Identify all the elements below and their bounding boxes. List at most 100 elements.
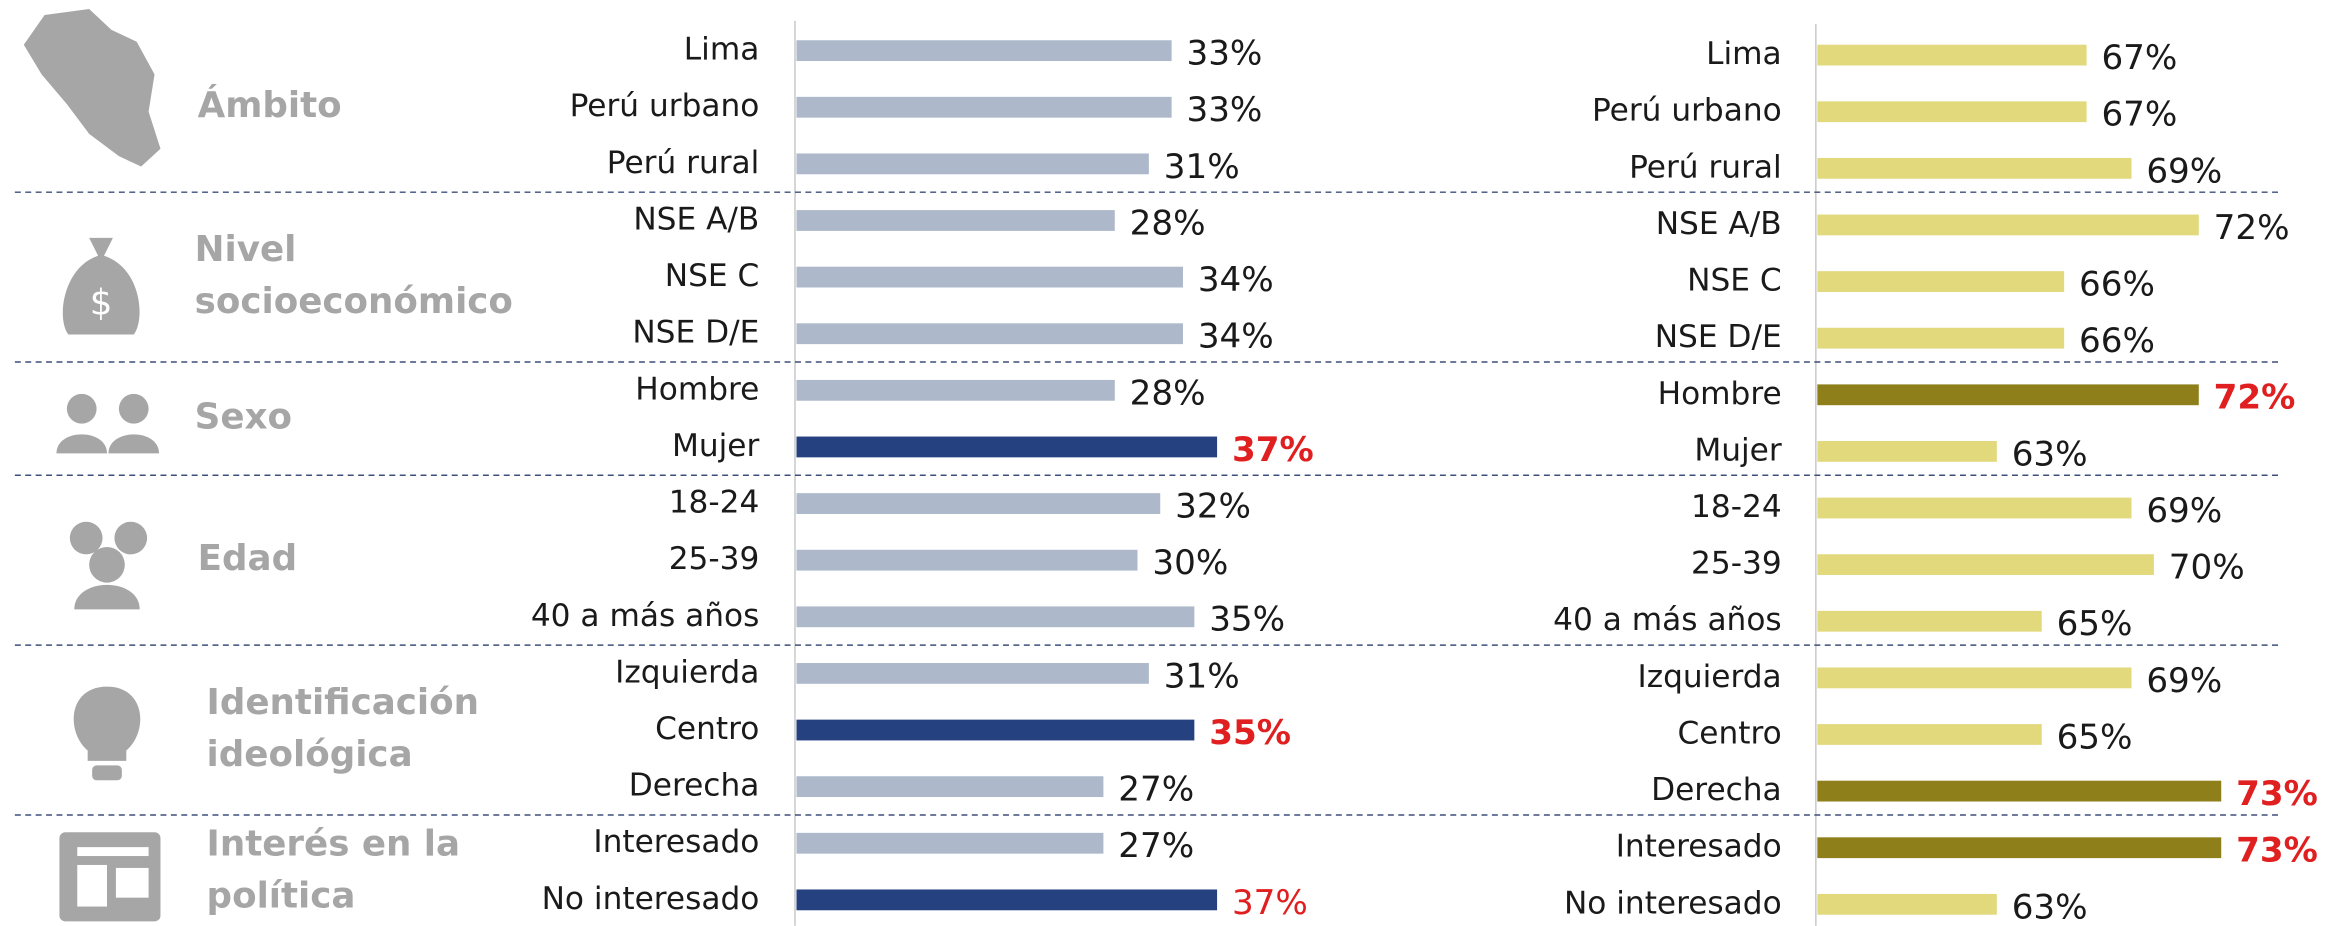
bulb-icon	[73, 686, 141, 761]
group-label: Interés en la	[207, 824, 461, 865]
category-label: Lima	[1706, 36, 1782, 72]
value-label: 37%	[1232, 883, 1308, 923]
category-label: 40 a más años	[1553, 602, 1781, 638]
bar	[796, 493, 1161, 514]
value-label: 31%	[1164, 147, 1240, 187]
bar	[1817, 44, 2087, 66]
bar	[796, 323, 1183, 345]
person-icon	[66, 393, 97, 424]
bar	[1817, 837, 2222, 859]
news-icon	[77, 847, 149, 857]
news-icon	[115, 867, 149, 898]
news-icon	[77, 864, 107, 907]
value-label: 35%	[1209, 600, 1285, 640]
value-label: 70%	[2169, 548, 2245, 588]
category-label: 25-39	[1691, 546, 1782, 582]
value-label: 63%	[2012, 434, 2088, 474]
value-label: 69%	[2146, 491, 2222, 531]
category-label: Interesado	[1616, 829, 1782, 865]
category-label: NSE D/E	[632, 315, 759, 351]
bar	[1817, 780, 2222, 802]
bar	[1817, 610, 2042, 632]
bar	[796, 379, 1115, 401]
bar	[796, 719, 1195, 741]
value-label: 37%	[1232, 430, 1314, 470]
person-icon	[118, 393, 149, 424]
category-label: Izquierda	[615, 654, 759, 690]
category-label: NSE C	[665, 258, 760, 294]
group-label: Ámbito	[198, 84, 342, 126]
value-label: 33%	[1186, 90, 1262, 130]
bar	[1817, 441, 1997, 462]
bar	[1817, 724, 2042, 745]
dollar-sign: $	[90, 283, 113, 324]
value-label: 72%	[2214, 208, 2290, 248]
category-label: Mujer	[672, 428, 760, 464]
category-label: Lima	[684, 32, 760, 68]
value-label: 67%	[2101, 38, 2177, 78]
money-icon	[62, 237, 140, 335]
bar	[796, 436, 1218, 458]
category-label: Interesado	[593, 824, 759, 860]
value-label: 65%	[2057, 604, 2133, 644]
category-label: Hombre	[635, 371, 759, 407]
category-label: Izquierda	[1638, 659, 1782, 695]
value-label: 66%	[2079, 321, 2155, 361]
category-label: Derecha	[1651, 772, 1782, 808]
category-label: Centro	[1677, 715, 1781, 751]
bar	[1817, 667, 2132, 689]
bar	[1817, 327, 2065, 349]
value-label: 27%	[1118, 826, 1194, 866]
bar	[1817, 893, 1997, 915]
category-label: 25-39	[669, 541, 760, 577]
bar	[796, 210, 1115, 231]
group-label: Nivel	[195, 229, 297, 270]
category-label: NSE A/B	[1656, 206, 1782, 242]
value-label: 73%	[2236, 774, 2318, 814]
people-icon	[69, 521, 103, 555]
value-label: 73%	[2236, 831, 2318, 871]
value-label: 65%	[2057, 717, 2133, 757]
category-label: Mujer	[1694, 432, 1782, 468]
category-label: Perú urbano	[570, 88, 760, 124]
value-label: 34%	[1198, 260, 1274, 300]
value-label: 30%	[1152, 543, 1228, 583]
bar	[1817, 384, 2199, 406]
people-icon	[114, 521, 148, 555]
value-label: 28%	[1130, 203, 1206, 243]
bar	[1817, 214, 2199, 236]
category-label: No interesado	[542, 881, 760, 917]
value-label: 28%	[1130, 373, 1206, 413]
category-label: 40 a más años	[531, 598, 760, 634]
category-label: Hombre	[1658, 376, 1782, 412]
bar	[1817, 271, 2065, 292]
category-label: No interesado	[1564, 885, 1782, 921]
bar	[796, 549, 1138, 571]
people-icon	[89, 546, 125, 583]
person-icon	[56, 434, 107, 454]
category-label: NSE A/B	[633, 201, 759, 237]
value-label: 63%	[2012, 887, 2088, 926]
bar	[796, 153, 1149, 175]
group-label: Identificación	[207, 682, 479, 723]
category-label: Perú rural	[1629, 149, 1782, 185]
group-label: política	[207, 876, 356, 917]
group-label: socioeconómico	[195, 281, 513, 322]
value-label: 27%	[1118, 770, 1194, 810]
group-label: Sexo	[195, 397, 292, 438]
bar	[796, 776, 1104, 798]
category-label: NSE C	[1687, 263, 1782, 299]
bar	[796, 889, 1218, 911]
bar	[1817, 554, 2154, 576]
category-label: 18-24	[669, 485, 760, 521]
bulb-icon	[92, 765, 122, 781]
person-icon	[108, 434, 159, 454]
value-label: 69%	[2146, 151, 2222, 191]
category-label: Perú urbano	[1592, 93, 1782, 129]
group-label: ideológica	[207, 734, 413, 775]
bar	[796, 266, 1183, 288]
category-label: NSE D/E	[1655, 319, 1782, 355]
bar	[796, 96, 1172, 118]
value-label: 34%	[1198, 317, 1274, 357]
